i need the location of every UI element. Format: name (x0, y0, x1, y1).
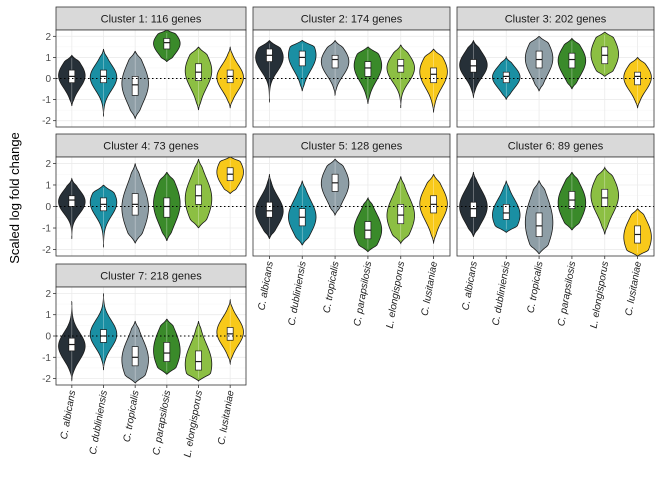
x-tick-label: C. tropicalis (322, 261, 342, 314)
box-iqr (298, 50, 306, 67)
y-tick-label: 1 (45, 53, 51, 64)
y-tick-label: 0 (45, 332, 51, 343)
box-iqr (163, 38, 171, 50)
facet-title: Cluster 5: 128 genes (301, 141, 403, 153)
facet-title: Cluster 2: 174 genes (301, 14, 403, 26)
facet-title: Cluster 4: 73 genes (103, 141, 199, 153)
facet-panel: Cluster 7: 218 genes -2 -1 0 1 2 C. albicans C.… (42, 263, 247, 459)
x-tick-label: C. lusitaniae (216, 389, 236, 446)
facet-title: Cluster 1: 116 genes (101, 14, 202, 26)
box-iqr (163, 197, 171, 218)
panel-border (456, 156, 655, 257)
facet-title: Cluster 6: 89 genes (508, 141, 604, 153)
y-tick-label: 1 (45, 310, 51, 321)
facet-panel: Cluster 5: 128 genes C. albicans C. dublin… (252, 133, 451, 330)
box-iqr (195, 184, 202, 205)
y-tick-label: -2 (42, 116, 51, 127)
x-tick-label: L. elongisporus (385, 261, 408, 330)
facet-title: Cluster 7: 218 genes (100, 271, 202, 283)
box-iqr (266, 201, 273, 218)
box-iqr (535, 212, 543, 237)
facet-title: Cluster 3: 202 genes (505, 14, 607, 26)
panel-border (252, 156, 451, 257)
box-iqr (502, 203, 510, 220)
box-iqr (470, 201, 477, 218)
box-iqr (68, 195, 76, 207)
box-iqr (131, 346, 139, 367)
x-tick-label: C. dubliniensis (287, 261, 309, 327)
y-tick-label: 2 (45, 159, 51, 170)
box-iqr (502, 71, 510, 84)
x-tick-label: C. parapsilosis (151, 390, 173, 457)
y-tick-label: 0 (45, 202, 51, 213)
facet-panel: Cluster 4: 73 genes -2 -1 0 1 2 (42, 133, 247, 257)
x-tick-label: C. albicans (460, 261, 479, 312)
box-iqr (364, 61, 372, 77)
x-tick-label: C. tropicalis (122, 390, 142, 443)
y-tick-label: -1 (42, 224, 51, 235)
y-tick-label: 1 (45, 180, 51, 191)
y-tick-label: -2 (42, 245, 51, 256)
x-tick-label: C. parapsilosis (556, 261, 578, 328)
box-iqr (397, 203, 405, 225)
box-iqr (568, 52, 576, 69)
panel-border (456, 29, 655, 128)
facet-panel: Cluster 6: 89 genes C. albicans C. dublini… (456, 133, 655, 330)
x-tick-label: C. tropicalis (526, 261, 546, 314)
x-tick-label: C. albicans (59, 390, 78, 441)
facet-panel: Cluster 2: 174 genes (252, 6, 451, 128)
y-tick-label: 0 (45, 74, 51, 85)
box-iqr (195, 350, 202, 371)
x-tick-label: C. dubliniensis (491, 261, 513, 327)
y-axis-label: Scaled log fold change (7, 132, 22, 264)
box-iqr (331, 54, 339, 69)
y-tick-label: -1 (42, 353, 51, 364)
x-tick-label: C. lusitaniae (420, 260, 440, 317)
x-tick-label: L. elongisporus (182, 390, 205, 459)
y-tick-label: -2 (42, 374, 51, 385)
y-tick-label: -1 (42, 95, 51, 106)
facet-panel: Cluster 1: 116 genes -2 -1 0 1 2 (42, 6, 247, 128)
x-tick-label: C. lusitaniae (624, 260, 644, 317)
x-tick-label: C. dubliniensis (88, 390, 110, 456)
box-iqr (131, 76, 139, 96)
x-tick-label: L. elongisporus (589, 261, 612, 330)
box-iqr (163, 342, 171, 362)
x-tick-label: C. parapsilosis (352, 261, 374, 328)
y-tick-label: 2 (45, 289, 51, 300)
x-tick-label: C. albicans (256, 261, 275, 312)
y-tick-label: 2 (45, 32, 51, 43)
facet-panel: Cluster 3: 202 genes (456, 6, 655, 128)
panel-border (252, 29, 451, 128)
box-iqr (430, 67, 437, 84)
